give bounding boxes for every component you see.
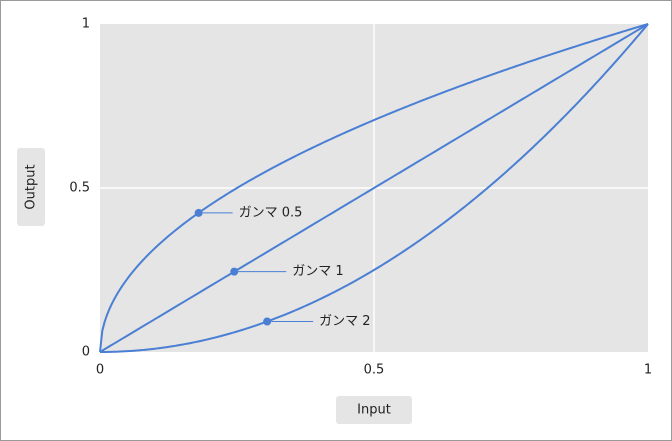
series-label-2: ガンマ 1 [292,264,343,279]
y-tick-label: 1 [82,17,90,32]
tick-label-layer: 0 0.5 1 0 0.5 1 [69,17,652,378]
series-line-2 [99,23,649,353]
series-label-3: ガンマ 2 [319,314,370,329]
series-layer [99,23,649,353]
y-axis-title-box [17,148,45,226]
x-tick-label: 0 [96,363,104,378]
series-label-1: ガンマ 0.5 [239,205,303,220]
annotation-layer: ガンマ 0.5 ガンマ 1 ガンマ 2 [194,205,371,329]
series-line-1 [99,23,649,353]
x-axis-title: Input [336,396,412,424]
y-axis-title: Output [17,148,45,226]
x-axis-title-text: Input [357,403,391,418]
series-marker-1 [194,208,203,217]
x-tick-label: 1 [644,363,652,378]
series-marker-3 [263,317,272,326]
y-tick-label: 0.5 [69,181,90,196]
x-tick-label: 0.5 [364,363,385,378]
series-line-3 [99,23,649,353]
x-axis-title-box [336,396,412,424]
y-axis-title-text: Output [24,164,39,209]
y-tick-label: 0 [82,345,90,360]
series-marker-2 [230,267,239,276]
